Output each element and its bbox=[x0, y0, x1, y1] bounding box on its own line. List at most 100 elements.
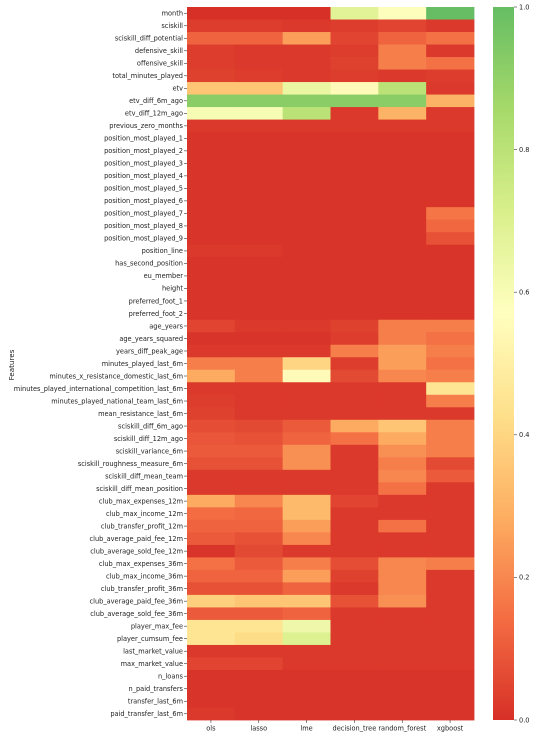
heatmap-cell bbox=[282, 7, 331, 20]
heatmap-cell bbox=[378, 69, 427, 83]
heatmap-cell bbox=[426, 407, 475, 421]
heatmap-cell bbox=[378, 707, 427, 721]
heatmap-cell bbox=[330, 457, 379, 471]
heatmap-cell bbox=[187, 569, 236, 583]
heatmap-cell bbox=[187, 144, 236, 158]
heatmap-cell bbox=[282, 69, 331, 83]
feature-label: total_minutes_played bbox=[112, 72, 183, 80]
heatmap-cell bbox=[282, 332, 331, 346]
heatmap-cell bbox=[282, 44, 331, 58]
heatmap-cell bbox=[378, 557, 427, 571]
heatmap-cell bbox=[282, 682, 331, 696]
heatmap-cell bbox=[234, 32, 284, 45]
feature-label: max_market_value bbox=[121, 660, 183, 668]
heatmap-cell bbox=[426, 319, 475, 333]
heatmap-cell bbox=[234, 644, 284, 658]
heatmap-cell bbox=[282, 469, 331, 483]
heatmap-cell bbox=[378, 494, 427, 508]
heatmap-cell bbox=[426, 619, 475, 633]
heatmap-cell bbox=[330, 44, 379, 58]
model-label: xgboost bbox=[437, 725, 464, 733]
heatmap-cell bbox=[378, 432, 427, 446]
heatmap-cell bbox=[187, 357, 236, 371]
heatmap-cell bbox=[187, 407, 236, 421]
heatmap-cell bbox=[282, 144, 331, 158]
heatmap-cell bbox=[330, 344, 379, 358]
heatmap-cell bbox=[282, 344, 331, 358]
heatmap-cell bbox=[234, 394, 284, 408]
heatmap-cell bbox=[187, 94, 236, 108]
heatmap-cell bbox=[426, 232, 475, 246]
heatmap-cell bbox=[282, 244, 331, 258]
heatmap-cell bbox=[330, 669, 379, 683]
heatmap-cell bbox=[426, 557, 475, 571]
feature-label: player_cumsum_fee bbox=[117, 635, 183, 643]
feature-label: height bbox=[162, 285, 183, 293]
heatmap-cell bbox=[330, 482, 379, 496]
heatmap-cell bbox=[378, 407, 427, 421]
heatmap-cell bbox=[234, 569, 284, 583]
heatmap-cell bbox=[187, 507, 236, 521]
colorbar-tick-label: 0.0 bbox=[519, 716, 530, 724]
heatmap-cell bbox=[426, 294, 475, 308]
heatmap-cell bbox=[187, 132, 236, 145]
heatmap-cell bbox=[426, 469, 475, 483]
feature-label: position_most_played_3 bbox=[104, 160, 183, 168]
heatmap-cell bbox=[378, 607, 427, 621]
heatmap-cell bbox=[234, 69, 284, 83]
heatmap-cell bbox=[426, 682, 475, 696]
feature-label: club_max_expenses_12m bbox=[99, 497, 183, 505]
heatmap-cell bbox=[330, 157, 379, 171]
heatmap-cell bbox=[330, 19, 379, 33]
heatmap-cell bbox=[187, 419, 236, 433]
heatmap-cell bbox=[330, 519, 379, 533]
heatmap-cell bbox=[426, 57, 475, 70]
heatmap-cell bbox=[282, 257, 331, 271]
heatmap-cell bbox=[426, 207, 475, 221]
feature-label: club_average_sold_fee_12m bbox=[90, 547, 183, 555]
heatmap-cell bbox=[282, 457, 331, 471]
heatmap-cell bbox=[234, 582, 284, 596]
feature-label: position_most_played_2 bbox=[104, 147, 183, 155]
heatmap-cell bbox=[378, 319, 427, 333]
heatmap-cell bbox=[426, 82, 475, 95]
heatmap-cell bbox=[187, 432, 236, 446]
heatmap-cell bbox=[282, 507, 331, 521]
heatmap-cell bbox=[187, 157, 236, 171]
heatmap-cell bbox=[282, 619, 331, 633]
heatmap-cell bbox=[378, 569, 427, 583]
heatmap-cell bbox=[282, 269, 331, 283]
heatmap-cell bbox=[330, 694, 379, 708]
heatmap-cell bbox=[282, 394, 331, 408]
heatmap-cell bbox=[282, 219, 331, 233]
heatmap-cell bbox=[282, 707, 331, 721]
heatmap-cell bbox=[234, 107, 284, 120]
heatmap-cell bbox=[378, 419, 427, 433]
feature-label: minutes_x_resistance_domestic_last_6m bbox=[49, 372, 183, 380]
heatmap-cell bbox=[330, 182, 379, 196]
heatmap-cell bbox=[234, 669, 284, 683]
heatmap-cell bbox=[282, 182, 331, 196]
heatmap-cell bbox=[426, 444, 475, 458]
heatmap-cell bbox=[282, 194, 331, 208]
colorbar-tick-label: 0.2 bbox=[519, 574, 530, 582]
feature-label: position_most_played_8 bbox=[104, 222, 183, 230]
heatmap-cell bbox=[378, 482, 427, 496]
feature-label: etv_diff_12m_ago bbox=[125, 110, 183, 118]
heatmap-cell bbox=[187, 619, 236, 633]
heatmap-cell bbox=[234, 282, 284, 296]
heatmap-cell bbox=[378, 444, 427, 458]
heatmap-cell bbox=[330, 294, 379, 308]
heatmap-cell bbox=[187, 669, 236, 683]
feature-label: club_transfer_profit_36m bbox=[101, 585, 183, 593]
heatmap-cell bbox=[282, 582, 331, 596]
heatmap-cell bbox=[330, 207, 379, 221]
heatmap-cell bbox=[234, 94, 284, 108]
heatmap-cell bbox=[378, 269, 427, 283]
feature-label: sciskill_diff_potential bbox=[115, 35, 183, 43]
model-label: random_forest bbox=[378, 725, 426, 733]
heatmap-cell bbox=[187, 207, 236, 221]
heatmap-cell bbox=[426, 432, 475, 446]
heatmap-cell bbox=[282, 19, 331, 33]
